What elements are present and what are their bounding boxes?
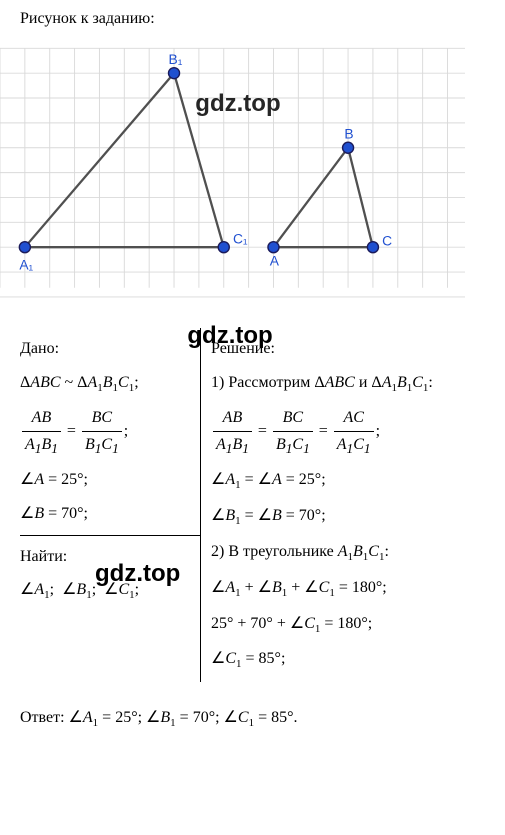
eq-angle-b: ∠B1 = ∠B = 70°; bbox=[211, 503, 485, 531]
step-2: 2) В треугольнике A1B1C1: bbox=[211, 539, 485, 567]
watermark-find: gdz.top bbox=[95, 560, 180, 588]
svg-text:C₁: C₁ bbox=[233, 231, 248, 247]
geometry-figure: A₁ B₁ C₁ A B C bbox=[0, 38, 465, 298]
svg-text:A₁: A₁ bbox=[19, 256, 33, 272]
angle-result: ∠C1 = 85°; bbox=[211, 646, 485, 674]
solution-column: Решение: 1) Рассмотрим ΔABC и ΔA1B1C1: A… bbox=[200, 328, 485, 682]
solution-layout: gdz.top gdz.top Дано: ΔABC ~ ΔA1B1C1; AB… bbox=[20, 328, 485, 682]
svg-text:C: C bbox=[382, 232, 392, 248]
given-ratio: ABA1B1 = BCB1C1; bbox=[20, 405, 190, 459]
watermark-mid: gdz.top bbox=[187, 322, 272, 350]
angle-subst: 25° + 70° + ∠C1 = 180°; bbox=[211, 611, 485, 639]
given-angle-b: ∠B = 70°; bbox=[20, 501, 190, 527]
given-header: Дано: bbox=[20, 336, 190, 362]
figure-container: A₁ B₁ C₁ A B C gdz.top bbox=[0, 38, 465, 298]
divider bbox=[20, 535, 200, 536]
eq-angle-a: ∠A1 = ∠A = 25°; bbox=[211, 467, 485, 495]
given-angle-a: ∠A = 25°; bbox=[20, 467, 190, 493]
angle-sum: ∠A1 + ∠B1 + ∠C1 = 180°; bbox=[211, 575, 485, 603]
ratio-full: ABA1B1 = BCB1C1 = ACA1C1; bbox=[211, 405, 485, 459]
given-similar: ΔABC ~ ΔA1B1C1; bbox=[20, 370, 190, 398]
svg-text:B₁: B₁ bbox=[169, 51, 183, 67]
page-title: Рисунок к заданию: bbox=[20, 10, 485, 28]
step-1: 1) Рассмотрим ΔABC и ΔA1B1C1: bbox=[211, 370, 485, 398]
svg-text:B: B bbox=[344, 126, 353, 142]
given-column: Дано: ΔABC ~ ΔA1B1C1; ABA1B1 = BCB1C1; ∠… bbox=[20, 328, 200, 682]
svg-text:A: A bbox=[270, 253, 280, 269]
watermark-top: gdz.top bbox=[195, 90, 280, 118]
answer: Ответ: ∠A1 = 25°; ∠B1 = 70°; ∠C1 = 85°. bbox=[20, 707, 485, 729]
